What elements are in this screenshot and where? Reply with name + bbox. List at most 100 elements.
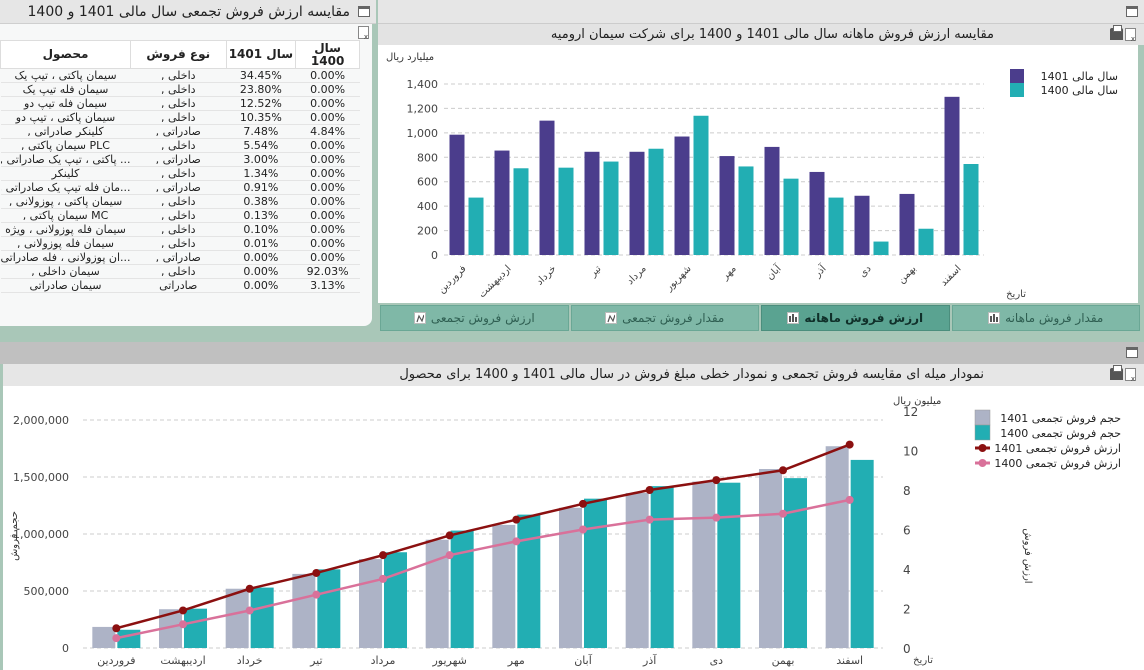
line-point[interactable] (245, 606, 254, 615)
bar-volume-1400[interactable] (184, 608, 207, 648)
table-row[interactable]: 4.84% 7.48% صادراتی , کلینکر صادراتی , (0, 124, 360, 139)
table-row[interactable]: 0.00% 0.38% داخلی , سیمان پاکتی ، پوزولانی … (0, 194, 360, 209)
bar-1401[interactable] (584, 151, 600, 255)
bar-volume-1401[interactable] (759, 469, 782, 648)
bar-1401[interactable] (674, 136, 690, 255)
line-point[interactable] (312, 568, 321, 577)
export-excel-icon[interactable]: x (1125, 28, 1136, 43)
print-icon[interactable] (1110, 25, 1123, 40)
bar-volume-1401[interactable] (292, 573, 316, 648)
bar-volume-1401[interactable] (825, 446, 849, 648)
bar-volume-1400[interactable] (317, 569, 341, 648)
bar-volume-1400[interactable] (850, 459, 874, 648)
line-point[interactable] (845, 440, 854, 449)
line-point[interactable] (445, 551, 454, 560)
table-row[interactable]: 0.00% 10.35% داخلی , سیمان پاکتی ، تیپ دو (0, 110, 360, 125)
table-row[interactable]: 0.00% 34.45% داخلی , سیمان پاکتی ، تیپ یک (0, 68, 360, 83)
legend-label[interactable]: سال مالی 1400 (1041, 84, 1118, 97)
table-row[interactable]: 92.03% 0.00% داخلی , سیمان داخلی , (0, 264, 360, 279)
table-row[interactable]: 0.00% 23.80% داخلی , سیمان فله تیپ یک (0, 82, 360, 97)
bar-1400[interactable] (873, 241, 889, 255)
table-row[interactable]: 0.00% 0.13% داخلی , MC سیمان پاکتی , (0, 208, 360, 223)
bar-volume-1401[interactable] (559, 507, 582, 648)
bar-1400[interactable] (648, 148, 664, 255)
export-excel-icon[interactable]: x (358, 26, 369, 41)
bar-volume-1400[interactable] (117, 629, 141, 648)
bar-1401[interactable] (899, 193, 915, 255)
legend-label[interactable]: حجم فروش تجمعی 1400 (1000, 427, 1121, 440)
table-row[interactable]: 0.00% 1.34% داخلی , کلینکر (0, 166, 360, 181)
legend-label[interactable]: سال مالی 1401 (1041, 70, 1118, 83)
bar-volume-1401[interactable] (359, 559, 382, 648)
bar-1400[interactable] (828, 197, 844, 255)
bar-1401[interactable] (494, 150, 510, 255)
column-header-1400[interactable]: سال 1400 (295, 40, 360, 69)
legend-label[interactable]: حجم فروش تجمعی 1401 (1000, 412, 1121, 425)
bar-1401[interactable] (854, 195, 870, 255)
column-header-1401[interactable]: سال 1401 (225, 40, 297, 69)
bar-1400[interactable] (783, 178, 799, 255)
bar-volume-1400[interactable] (717, 482, 741, 648)
bar-volume-1400[interactable] (450, 530, 474, 648)
table-row[interactable]: 0.00% 0.01% داخلی , سیمان فله پوزولانی , (0, 236, 360, 251)
bar-volume-1400[interactable] (517, 514, 541, 648)
bar-1400[interactable] (558, 167, 574, 255)
line-point[interactable] (112, 634, 121, 643)
bar-1401[interactable] (539, 120, 555, 256)
bar-1400[interactable] (738, 166, 754, 255)
tab-2[interactable]: مقدار فروش تجمعی (570, 305, 759, 331)
bar-1400[interactable] (693, 115, 709, 255)
table-row[interactable]: 0.00% 5.54% داخلی , PLC سیمان پاکتی , (0, 138, 360, 153)
table-row[interactable]: 0.00% 0.10% داخلی , سیمان فله پوزولانی ، وی… (0, 222, 360, 237)
line-point[interactable] (712, 513, 721, 522)
line-point[interactable] (379, 551, 387, 560)
line-point[interactable] (245, 584, 254, 593)
tab-3[interactable]: ارزش فروش تجمعی (380, 305, 569, 331)
bar-1400[interactable] (963, 164, 979, 255)
line-point[interactable] (312, 590, 321, 599)
line-point[interactable] (712, 476, 721, 485)
line-point[interactable] (112, 624, 121, 633)
table-row[interactable]: 0.00% 3.00% صادراتی ,... پاکتی ، تیپ یک صا… (0, 152, 360, 167)
line-point[interactable] (179, 620, 187, 629)
bar-volume-1400[interactable] (584, 498, 607, 648)
line-point[interactable] (779, 509, 787, 518)
maximize-icon[interactable] (1126, 347, 1138, 358)
bar-volume-1400[interactable] (784, 478, 807, 648)
bar-1400[interactable] (468, 197, 484, 255)
print-icon[interactable] (1110, 365, 1123, 380)
export-excel-icon[interactable]: x (1125, 368, 1136, 383)
table-row[interactable]: 0.00% 12.52% داخلی , سیمان فله تیپ دو (0, 96, 360, 111)
bar-1401[interactable] (764, 146, 780, 255)
bar-volume-1401[interactable] (92, 626, 116, 648)
bar-1401[interactable] (944, 96, 960, 255)
line-point[interactable] (779, 466, 787, 475)
table-row[interactable]: 0.00% 0.00% صادراتی , ...ان پوزولانی ، فله … (0, 250, 360, 265)
tab-0[interactable]: مقدار فروش ماهانه (951, 305, 1140, 331)
line-point[interactable] (645, 486, 654, 494)
bar-volume-1401[interactable] (692, 481, 716, 648)
bar-volume-1400[interactable] (650, 486, 674, 648)
bar-1401[interactable] (449, 134, 465, 255)
column-header-product[interactable]: محصول (0, 40, 131, 69)
bar-volume-1401[interactable] (425, 539, 449, 648)
line-point[interactable] (579, 499, 587, 508)
table-row[interactable]: 3.13% 0.00% صادراتی سیمان صادراتی (0, 278, 360, 293)
bar-1401[interactable] (719, 156, 735, 255)
maximize-icon[interactable] (358, 6, 370, 17)
table-row[interactable]: 0.00% 0.91% صادراتی , ...مان فله تیپ یک صاد… (0, 180, 360, 195)
line-point[interactable] (645, 515, 654, 524)
line-point[interactable] (579, 525, 587, 534)
line-value-1401[interactable] (116, 443, 851, 630)
tab-1[interactable]: ارزش فروش ماهانه (761, 305, 950, 331)
bar-volume-1400[interactable] (384, 552, 407, 648)
column-header-sale-type[interactable]: نوع فروش (130, 40, 227, 69)
bar-1401[interactable] (809, 171, 825, 255)
bar-volume-1401[interactable] (625, 492, 649, 648)
legend-label[interactable]: ارزش فروش تجمعی 1400 (994, 457, 1121, 470)
bar-volume-1400[interactable] (250, 587, 274, 648)
bar-volume-1401[interactable] (159, 609, 182, 648)
line-point[interactable] (379, 574, 387, 583)
line-point[interactable] (179, 606, 187, 615)
legend-label[interactable]: ارزش فروش تجمعی 1401 (994, 442, 1121, 455)
